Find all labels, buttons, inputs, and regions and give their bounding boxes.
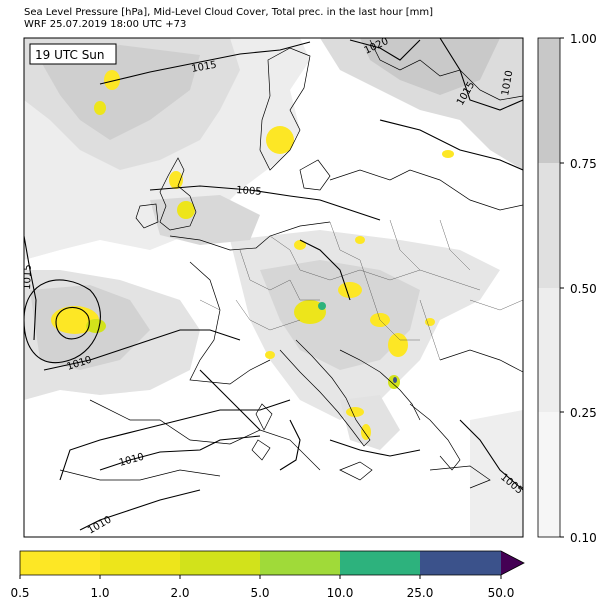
time-badge-label: 19 UTC Sun	[35, 48, 105, 62]
cloud-colorbar-tick: 0.25	[570, 406, 597, 420]
precip-colorbar-tick: 25.0	[407, 586, 434, 600]
cloud-colorbar-tick: 0.75	[570, 157, 597, 171]
isobar-layer	[24, 38, 523, 531]
precip-colorbar-extend-arrow	[501, 551, 524, 575]
precip-colorbar-tick: 10.0	[327, 586, 354, 600]
precip-colorbar-segment	[180, 551, 260, 575]
precip-colorbar-tick: 2.0	[170, 586, 189, 600]
cloud-cover-colorbar: 1.00 0.75 0.50 0.25 0.10	[537, 32, 597, 545]
cloud-colorbar-tick: 0.10	[570, 531, 597, 545]
cloud-colorbar-segment	[538, 163, 560, 288]
border-layer	[199, 219, 523, 361]
chart-subtitle: WRF 25.07.2019 18:00 UTC +73	[24, 19, 187, 30]
precip-colorbar-segment	[260, 551, 340, 575]
cloud-cover-layer	[24, 38, 523, 537]
precip-colorbar-tick: 5.0	[250, 586, 269, 600]
map-panel: 1015 1020 1010 1005 1015 1010 1015 1010 …	[22, 38, 523, 537]
cloud-colorbar-segment	[538, 38, 560, 163]
cloud-colorbar-tick: 1.00	[570, 32, 597, 46]
precip-colorbar-tick: 50.0	[488, 586, 515, 600]
cloud-colorbar-segment	[538, 412, 560, 537]
cloud-colorbar-tick: 0.50	[570, 282, 597, 296]
precip-colorbar-segment	[20, 551, 100, 575]
precip-colorbar: 0.5 1.0 2.0 5.0 10.0 25.0 50.0	[10, 550, 525, 600]
cloud-colorbar-segment	[538, 288, 560, 412]
coastline-layer	[59, 39, 523, 489]
isobar-label: 1010	[500, 70, 515, 97]
precip-colorbar-segment	[340, 551, 420, 575]
isobar-label: 1015	[191, 60, 218, 75]
precip-colorbar-tick: 1.0	[90, 586, 109, 600]
isobar-label: 1015	[22, 264, 34, 290]
precip-colorbar-segment	[420, 551, 501, 575]
isobar-label: 1005	[236, 185, 262, 198]
precipitation-layer	[51, 70, 454, 440]
chart-title: Sea Level Pressure [hPa], Mid-Level Clou…	[24, 7, 434, 18]
time-badge: 19 UTC Sun	[29, 43, 117, 65]
map-frame	[23, 37, 524, 538]
precip-colorbar-tick: 0.5	[10, 586, 29, 600]
precip-colorbar-segment	[100, 551, 180, 575]
